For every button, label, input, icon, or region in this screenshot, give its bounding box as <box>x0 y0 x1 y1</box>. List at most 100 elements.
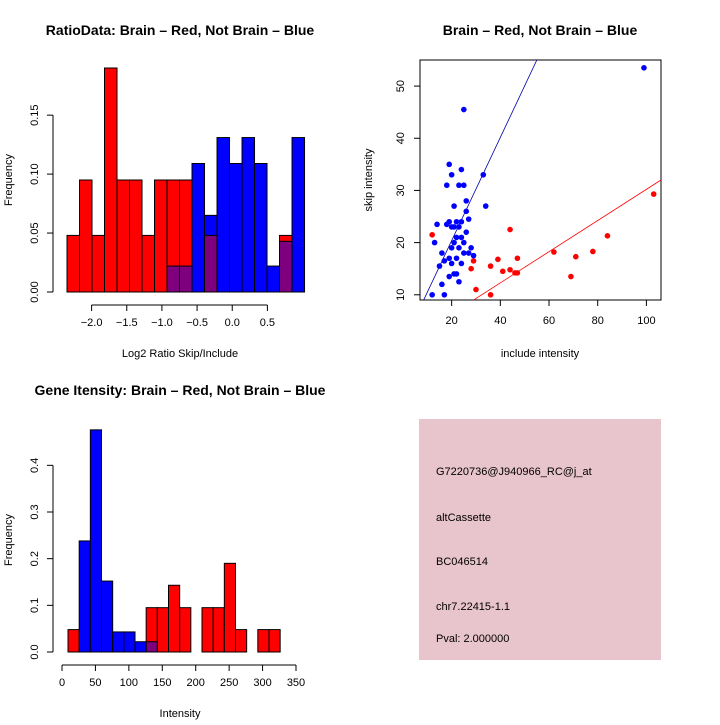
scatter-point-blue <box>448 260 455 267</box>
gene-intensity-xlabel: Intensity <box>160 708 201 720</box>
intensity-bar-red-13 <box>212 607 225 653</box>
scatter-point-red <box>470 258 477 264</box>
scatter-point-blue <box>458 234 465 241</box>
intensity-x-tick-label: 350 <box>287 677 305 689</box>
scatter-point-red <box>604 233 611 239</box>
intensity-bar-blue-2 <box>89 429 103 653</box>
ratio-histogram: RatioData: Brain – Red, Not Brain – Blue… <box>3 22 314 360</box>
scatter-point-blue <box>456 278 462 285</box>
ratio-histogram-xlabel: Log2 Ratio Skip/Include <box>122 348 238 360</box>
scatter-point-red <box>473 286 479 293</box>
scatter-x-tick-label: 80 <box>592 315 604 327</box>
scatter-point-blue <box>446 218 453 225</box>
scatter-y-tick-label: 50 <box>395 80 407 92</box>
intensity-y-tick-label: 0.3 <box>29 504 41 519</box>
ratio-bar-blue-15 <box>254 162 268 293</box>
ratio-bar-red-1 <box>79 179 93 293</box>
ratio-bar-red-0 <box>66 234 81 293</box>
ratio-bar-overlap-9 <box>179 265 193 293</box>
scatter-point-blue <box>456 245 462 251</box>
ratio-x-tick-label: 0.5 <box>260 317 275 329</box>
ratio-bar-blue-14 <box>241 137 256 293</box>
ratio-y-tick-label: 0.15 <box>29 104 41 125</box>
scatter-point-blue <box>463 229 470 235</box>
intensity-x-tick-label: 250 <box>220 677 238 689</box>
scatter-point-red <box>514 255 521 262</box>
intensity-x-tick-label: 50 <box>89 677 101 689</box>
scatter-point-red <box>568 273 574 280</box>
ratio-bar-overlap-17 <box>279 240 293 293</box>
ratio-histogram-ylabel: Frequency <box>3 154 15 206</box>
ratio-bar-blue-12 <box>216 137 231 293</box>
ratio-histogram-title: RatioData: Brain – Red, Not Brain – Blue <box>46 22 315 38</box>
scatter-point-red <box>590 248 596 255</box>
ratio-x-tick-label: −1.5 <box>116 317 138 329</box>
intensity-bar-blue-3 <box>101 580 114 653</box>
ratio-bar-blue-10 <box>191 162 206 293</box>
scatter-point-blue <box>453 218 460 225</box>
scatter-x-tick-label: 60 <box>543 315 555 327</box>
ratio-y-tick-label: 0.00 <box>29 281 41 302</box>
ratio-bar-blue-13 <box>229 162 243 293</box>
scatter-point-blue <box>446 255 453 262</box>
scatter-point-blue <box>436 263 443 269</box>
ratio-x-tick-label: −2.0 <box>81 317 103 329</box>
scatter-point-blue <box>458 166 465 173</box>
intensity-bar-red-0 <box>67 629 80 653</box>
scatter-y-tick-label: 40 <box>395 132 407 144</box>
scatter-ylabel: skip intensity <box>363 148 375 211</box>
info-panel: G7220736@J940966_RC@j_at altCassette BC0… <box>419 419 661 660</box>
ratio-x-tick-label: −0.5 <box>186 317 208 329</box>
intensity-bar-blue-4 <box>112 631 125 653</box>
scatter-point-red <box>514 270 521 276</box>
scatter-point-blue <box>461 250 467 256</box>
scatter-point-red <box>487 291 494 298</box>
scatter-point-red <box>499 268 506 275</box>
scatter-point-blue <box>465 216 472 222</box>
scatter-x-tick-label: 100 <box>637 315 655 327</box>
scatter-point-blue <box>451 203 457 209</box>
ratio-x-tick-label: 0.0 <box>225 317 240 329</box>
scatter-point-blue <box>439 250 445 256</box>
ratio-bar-red-5 <box>129 179 143 293</box>
scatter-x-tick-label: 20 <box>446 315 458 327</box>
scatter-y-tick-label: 20 <box>395 236 407 248</box>
scatter-point-blue <box>443 182 450 189</box>
scatter-point-blue <box>441 291 448 298</box>
scatter-point-blue <box>480 171 487 178</box>
gene-intensity-title: Gene Itensity: Brain – Red, Not Brain – … <box>35 382 326 398</box>
intensity-x-tick-label: 200 <box>187 677 205 689</box>
intensity-scatter: Brain – Red, Not Brain – Blue 20 40 60 80 10… <box>363 22 662 360</box>
scatter-point-red <box>650 191 657 197</box>
intensity-y-tick-label: 0.2 <box>29 551 41 566</box>
ratio-y-tick-label: 0.10 <box>29 163 41 184</box>
ratio-bar-red-3 <box>104 67 118 293</box>
scatter-point-blue <box>429 291 435 298</box>
intensity-bar-red-15 <box>234 629 248 653</box>
ratio-bar-red-6 <box>141 234 156 293</box>
scatter-plot-box <box>419 59 662 301</box>
intensity-bar-blue-6 <box>134 641 147 653</box>
scatter-point-blue <box>453 255 460 262</box>
scatter-point-blue <box>456 224 462 230</box>
ratio-bar-overlap-11 <box>204 234 218 293</box>
ratio-bar-blue-18 <box>291 137 306 293</box>
scatter-point-blue <box>458 260 465 267</box>
scatter-point-blue <box>461 182 467 189</box>
scatter-point-blue <box>461 106 467 113</box>
scatter-point-blue <box>434 221 440 228</box>
scatter-point-red <box>572 253 579 260</box>
gene-intensity-ylabel: Frequency <box>3 514 15 566</box>
fit-line-red <box>472 179 661 300</box>
scatter-point-red <box>468 265 474 272</box>
intensity-bar-red-10 <box>179 607 192 653</box>
intensity-x-tick-label: 150 <box>153 677 171 689</box>
scatter-point-red <box>495 256 501 263</box>
ratio-y-tick-label: 0.05 <box>29 222 41 243</box>
scatter-point-blue <box>463 208 470 215</box>
scatter-point-blue <box>451 239 457 246</box>
intensity-x-tick-label: 100 <box>120 677 138 689</box>
intensity-bar-blue-5 <box>123 631 136 653</box>
intensity-bar-blue-1 <box>78 540 91 653</box>
